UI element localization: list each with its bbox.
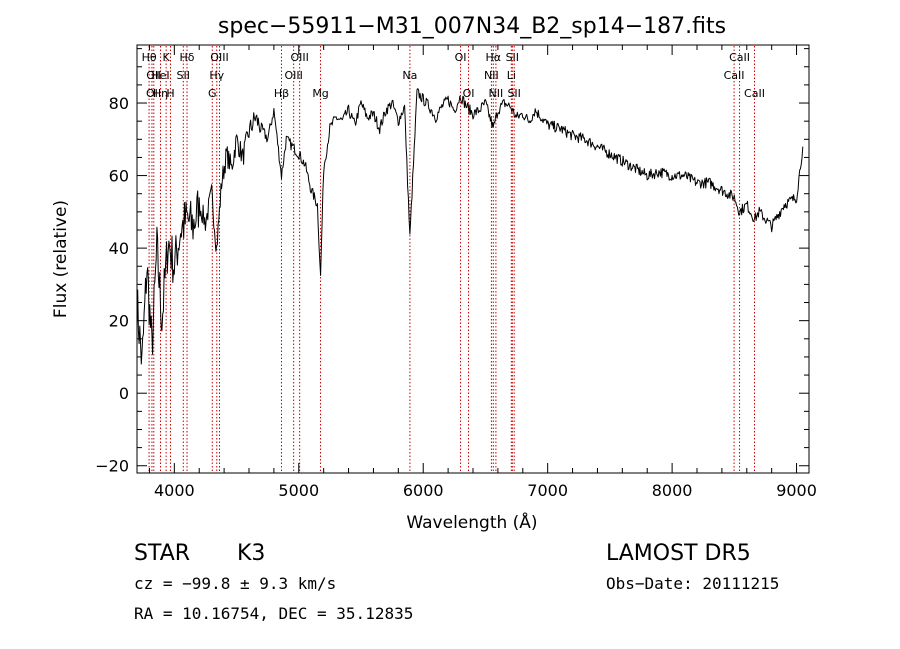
y-tick-label-5: 80 <box>109 94 129 113</box>
line-label-9: OIII <box>210 51 228 64</box>
line-label-17: OI <box>455 51 467 64</box>
line-label-20: NII <box>484 69 499 82</box>
line-label-5: HeI <box>151 69 169 82</box>
spectrum-line <box>136 88 804 365</box>
emission-line-markers <box>148 46 755 472</box>
spectrum-series <box>136 88 804 365</box>
survey-name: LAMOST DR5 <box>606 541 751 566</box>
line-label-4: K <box>163 51 171 64</box>
coordinates: RA = 10.16754, DEC = 35.12835 <box>134 604 414 623</box>
y-tick-label-2: 20 <box>109 312 129 331</box>
line-label-19: Hα <box>486 51 502 64</box>
y-axis-label: Flux (relative) <box>51 200 71 318</box>
y-tick-label-0: −20 <box>95 457 129 476</box>
line-label-23: Li <box>507 69 516 82</box>
chart-title: spec−55911−M31_007N34_B2_sp14−187.fits <box>218 14 726 39</box>
x-axis-label: Wavelength (Å) <box>406 511 537 533</box>
redshift-text: cz = −99.8 ± 9.3 km/s <box>134 574 337 593</box>
x-tick-label-5: 9000 <box>776 481 817 500</box>
line-label-2: OI <box>146 87 158 100</box>
line-label-25: CaII <box>729 51 750 64</box>
object-class: STAR <box>134 541 191 566</box>
line-label-24: SII <box>507 87 520 100</box>
y-tick-label-1: 0 <box>119 384 129 403</box>
x-axis: 4000 5000 6000 7000 8000 9000 <box>148 45 817 500</box>
line-label-15: Mg <box>312 87 328 100</box>
observation-date: Obs−Date: 20111215 <box>606 574 780 593</box>
x-tick-label-1: 5000 <box>278 481 319 500</box>
line-label-3: Hη <box>153 87 168 100</box>
line-label-27: CaII <box>744 87 765 100</box>
line-label-11: G <box>208 87 217 100</box>
x-tick-label-0: 4000 <box>154 481 195 500</box>
line-label-1: OII <box>146 69 161 82</box>
line-label-22: SII <box>506 51 519 64</box>
x-tick-label-3: 7000 <box>527 481 568 500</box>
line-label-8: SII <box>177 69 190 82</box>
y-axis: −20 0 20 40 60 80 <box>95 48 809 476</box>
line-label-13: OIII <box>290 51 308 64</box>
line-label-21: NII <box>489 87 504 100</box>
line-label-12: Hβ <box>274 87 289 100</box>
plot-frame <box>136 44 810 474</box>
y-tick-label-4: 60 <box>109 167 129 186</box>
y-tick-label-3: 40 <box>109 239 129 258</box>
x-tick-label-4: 8000 <box>652 481 693 500</box>
line-label-7: Hδ <box>180 51 195 64</box>
line-label-18: OI <box>463 87 475 100</box>
x-tick-label-2: 6000 <box>403 481 444 500</box>
line-label-14: OIII <box>284 69 302 82</box>
line-label-6: H <box>166 87 174 100</box>
line-label-0: Hθ <box>142 51 157 64</box>
line-label-26: CaII <box>724 69 745 82</box>
line-label-16: Na <box>402 69 417 82</box>
subclass: K3 <box>237 541 266 566</box>
line-label-10: Hγ <box>209 69 224 82</box>
